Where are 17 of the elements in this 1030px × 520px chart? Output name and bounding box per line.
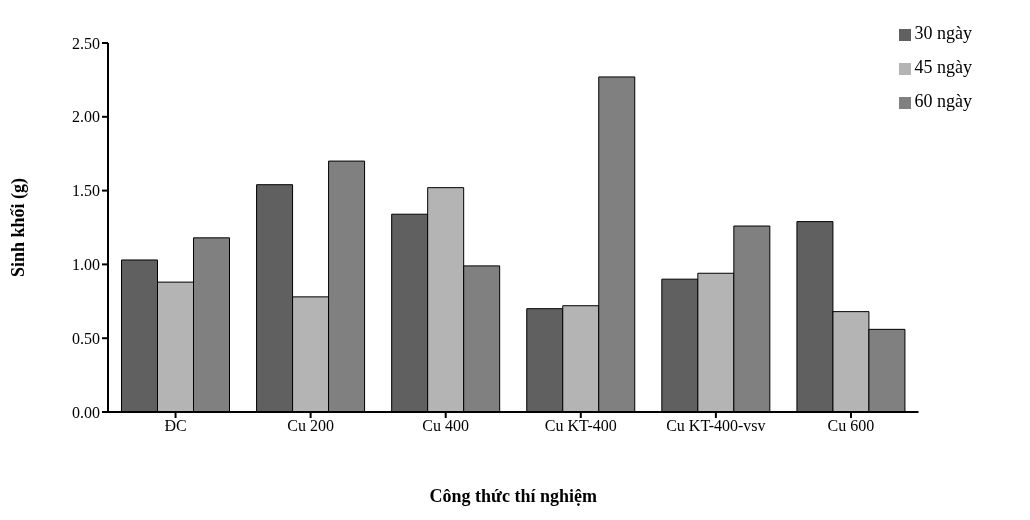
- x-tick-label: Cu 600: [827, 417, 875, 435]
- legend-label: 60 ngày: [914, 91, 972, 111]
- y-tick-label: 0.00: [72, 403, 100, 421]
- y-axis-title: Sinh khối (g): [8, 177, 30, 278]
- y-tick-label: 2.00: [72, 108, 100, 126]
- y-tick-label: 2.50: [72, 34, 100, 52]
- x-tick-label: Cu 200: [287, 417, 334, 435]
- x-axis-title: Công thức thí nghiệm: [429, 486, 597, 506]
- x-tick-label: Cu KT-400: [544, 417, 617, 435]
- legend-label: 30 ngày: [914, 23, 972, 43]
- x-tick-label: Cu 400: [422, 417, 470, 435]
- y-tick-label: 1.00: [72, 256, 100, 274]
- y-tick-label: 1.50: [72, 182, 100, 200]
- x-tick-label: Cu KT-400-vsv: [666, 417, 766, 435]
- y-tick-label: 0.50: [72, 329, 100, 347]
- legend-label: 45 ngày: [914, 57, 972, 77]
- x-tick-label: ĐC: [164, 417, 187, 435]
